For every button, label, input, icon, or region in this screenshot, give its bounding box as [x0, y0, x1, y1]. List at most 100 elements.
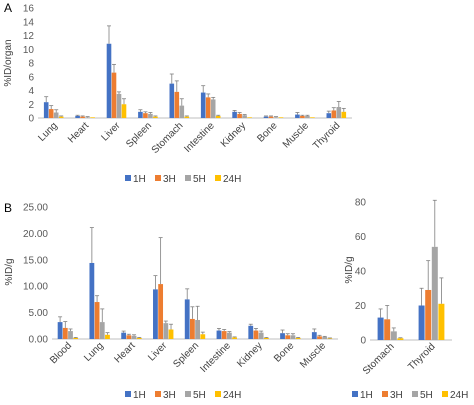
- x-tick-label-liver: Liver: [146, 340, 170, 364]
- legend-swatch-1h: [125, 175, 131, 181]
- legend-swatch-1h: [125, 391, 131, 397]
- x-tick-label-stomach: Stomach: [361, 341, 397, 377]
- bar-kidney-3h: [253, 330, 259, 339]
- panel-label-a: A: [4, 1, 12, 15]
- y-tick-label: 6: [28, 72, 34, 83]
- bar-spleen-1h: [184, 299, 190, 339]
- bar-liver-3h: [111, 72, 117, 118]
- bar-muscle-1h: [295, 114, 300, 118]
- bar-heart-3h: [126, 335, 132, 339]
- legend-swatch-24h: [215, 175, 221, 181]
- bar-stomach-3h: [384, 319, 391, 340]
- bar-muscle-24h: [327, 338, 333, 339]
- bar-intestine-3h: [221, 331, 227, 339]
- bar-spleen-5h: [195, 319, 200, 339]
- bar-kidney-5h: [258, 332, 264, 339]
- bar-lung-3h: [94, 302, 100, 339]
- bar-liver-1h: [153, 289, 158, 339]
- bar-thyroid-5h: [336, 107, 342, 118]
- bar-thyroid-5h: [431, 246, 438, 340]
- legend-swatch-3h: [382, 391, 388, 397]
- bar-kidney-24h: [263, 337, 269, 339]
- bar-intestine-5h: [226, 332, 232, 339]
- bar-bone-24h: [295, 337, 301, 339]
- legend-label-3h: 3H: [163, 174, 176, 185]
- bar-lung-1h: [89, 262, 95, 339]
- y-tick-label: 80: [355, 198, 367, 209]
- x-tick-label-lung: Lung: [82, 340, 106, 364]
- legend-label-5h: 5H: [193, 390, 206, 401]
- bar-intestine-1h: [200, 92, 206, 118]
- bar-bone-3h: [285, 335, 291, 339]
- legend-label-5h: 5H: [193, 174, 206, 185]
- panel-label-b: B: [4, 201, 12, 215]
- bar-heart-1h: [75, 115, 80, 118]
- y-tick-label: 60: [355, 232, 367, 243]
- y-tick-label: 12: [23, 31, 35, 42]
- x-tick-label-intestine: Intestine: [198, 340, 233, 375]
- y-tick-label: 25.00: [23, 203, 48, 214]
- x-tick-label-bone: Bone: [272, 340, 297, 365]
- y-axis-label: %ID/g: [344, 256, 355, 283]
- bar-heart-24h: [90, 117, 95, 118]
- bar-bone-1h: [280, 333, 285, 339]
- bar-stomach-24h: [184, 116, 190, 118]
- y-axis-label: %ID/g: [4, 258, 15, 285]
- bar-muscle-1h: [311, 332, 317, 339]
- bar-muscle-5h: [322, 336, 328, 339]
- bar-kidney-24h: [247, 117, 252, 118]
- bar-thyroid-1h: [418, 305, 425, 340]
- bar-heart-1h: [121, 332, 127, 339]
- bar-muscle-5h: [305, 115, 310, 118]
- bar-intestine-24h: [215, 115, 221, 118]
- bar-stomach-5h: [390, 331, 397, 340]
- legend-swatch-5h: [185, 175, 191, 181]
- bar-stomach-24h: [397, 338, 404, 340]
- y-tick-label: 5.00: [29, 308, 49, 319]
- bar-lung-5h: [99, 322, 105, 339]
- bar-lung-3h: [48, 109, 54, 118]
- bar-thyroid-3h: [331, 110, 337, 118]
- y-tick-label: 10: [23, 45, 35, 56]
- y-tick-label: 20: [355, 301, 367, 312]
- bar-bone-5h: [273, 117, 279, 118]
- bar-thyroid-1h: [326, 113, 332, 118]
- legend-label-24h: 24H: [223, 174, 241, 185]
- y-axis-label: %ID/organ: [3, 39, 14, 86]
- bar-spleen-3h: [143, 113, 148, 118]
- bar-liver-5h: [163, 323, 169, 339]
- bar-lung-1h: [43, 102, 49, 118]
- bar-blood-24h: [73, 337, 79, 339]
- legend-swatch-5h: [412, 391, 418, 397]
- bar-heart-5h: [85, 117, 90, 118]
- legend-label-3h: 3H: [163, 390, 176, 401]
- x-tick-label-spleen: Spleen: [171, 340, 201, 370]
- legend-swatch-3h: [155, 175, 161, 181]
- bar-muscle-3h: [300, 115, 305, 118]
- x-tick-label-lung: Lung: [36, 120, 60, 144]
- legend-swatch-24h: [215, 391, 221, 397]
- y-tick-label: 40: [355, 267, 367, 278]
- y-tick-label: 0.00: [29, 335, 49, 346]
- bar-intestine-5h: [210, 99, 216, 118]
- legend-swatch-3h: [155, 391, 161, 397]
- bar-lung-24h: [105, 334, 110, 339]
- legend-label-1h: 1H: [133, 390, 146, 401]
- legend-label-24h: 24H: [450, 390, 468, 401]
- bar-lung-5h: [53, 112, 59, 118]
- bar-spleen-24h: [200, 334, 206, 339]
- x-tick-label-intestine: Intestine: [182, 120, 217, 155]
- x-tick-label-blood: Blood: [48, 340, 74, 366]
- legend-label-1h: 1H: [360, 390, 373, 401]
- x-tick-label-heart: Heart: [66, 120, 91, 145]
- bar-spleen-3h: [190, 318, 195, 339]
- legend-swatch-5h: [185, 391, 191, 397]
- legend-label-24h: 24H: [223, 390, 241, 401]
- x-tick-label-thyroid: Thyroid: [406, 341, 437, 372]
- bar-intestine-1h: [216, 330, 222, 339]
- y-tick-label: 15.00: [23, 255, 48, 266]
- bar-bone-24h: [278, 117, 284, 118]
- y-tick-label: 0: [28, 114, 34, 125]
- bar-intestine-3h: [205, 97, 211, 118]
